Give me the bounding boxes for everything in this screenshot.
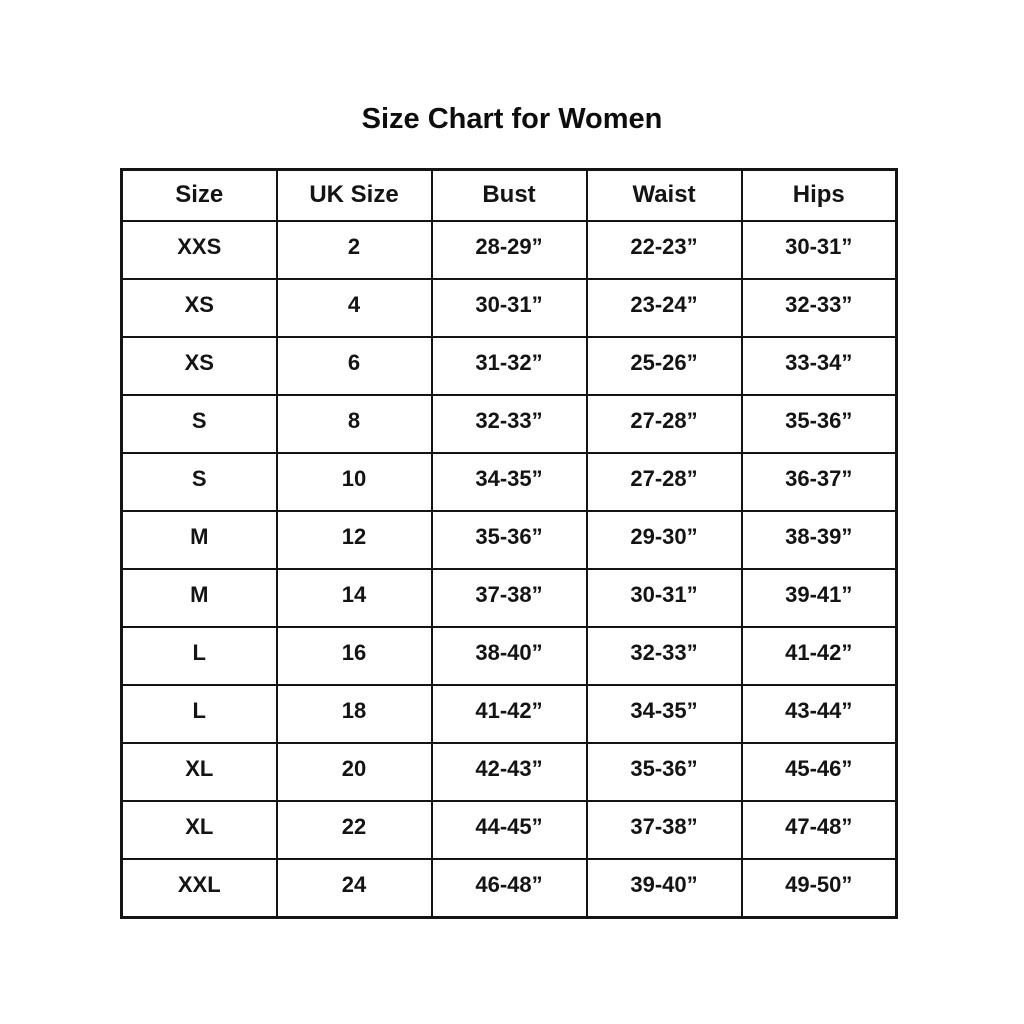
table-cell: 35-36”	[740, 394, 898, 454]
table-cell: XXL	[120, 858, 278, 919]
header-row: Size UK Size Bust Waist Hips	[120, 168, 898, 222]
table-cell: L	[120, 626, 278, 686]
table-cell: XS	[120, 278, 278, 338]
table-cell: 32-33”	[430, 394, 588, 454]
table-cell: 34-35”	[430, 452, 588, 512]
table-cell: 38-40”	[430, 626, 588, 686]
table-cell: 8	[275, 394, 433, 454]
table-cell: 37-38”	[430, 568, 588, 628]
table-cell: 30-31”	[430, 278, 588, 338]
table-row: XS 4 30-31” 23-24” 32-33”	[120, 278, 898, 338]
table-cell: 22-23”	[585, 220, 743, 280]
column-header: UK Size	[275, 168, 433, 222]
table-cell: 27-28”	[585, 394, 743, 454]
table-cell: 30-31”	[740, 220, 898, 280]
table-cell: 6	[275, 336, 433, 396]
table-cell: M	[120, 568, 278, 628]
table-row: L 16 38-40” 32-33” 41-42”	[120, 626, 898, 686]
table-cell: XXS	[120, 220, 278, 280]
table-cell: 39-40”	[585, 858, 743, 919]
column-header: Size	[120, 168, 278, 222]
table-cell: 14	[275, 568, 433, 628]
table-cell: 38-39”	[740, 510, 898, 570]
table-cell: 10	[275, 452, 433, 512]
table-cell: XS	[120, 336, 278, 396]
table-row: XL 22 44-45” 37-38” 47-48”	[120, 800, 898, 860]
table-row: M 14 37-38” 30-31” 39-41”	[120, 568, 898, 628]
table-cell: 12	[275, 510, 433, 570]
table-cell: 33-34”	[740, 336, 898, 396]
table-cell: L	[120, 684, 278, 744]
table-row: S 8 32-33” 27-28” 35-36”	[120, 394, 898, 454]
column-header: Hips	[740, 168, 898, 222]
size-chart-table: Size UK Size Bust Waist Hips XXS 2 28-29” 22-23…	[120, 168, 898, 919]
table-cell: 32-33”	[585, 626, 743, 686]
table-cell: XL	[120, 742, 278, 802]
table-cell: S	[120, 394, 278, 454]
table-cell: 45-46”	[740, 742, 898, 802]
table-cell: 44-45”	[430, 800, 588, 860]
table-row: XXL 24 46-48” 39-40” 49-50”	[120, 858, 898, 919]
table-row: XXS 2 28-29” 22-23” 30-31”	[120, 220, 898, 280]
table-cell: 34-35”	[585, 684, 743, 744]
table-cell: 36-37”	[740, 452, 898, 512]
table-row: M 12 35-36” 29-30” 38-39”	[120, 510, 898, 570]
table-cell: 47-48”	[740, 800, 898, 860]
table-cell: 42-43”	[430, 742, 588, 802]
table-cell: 31-32”	[430, 336, 588, 396]
column-header: Bust	[430, 168, 588, 222]
table-cell: 49-50”	[740, 858, 898, 919]
table-cell: 18	[275, 684, 433, 744]
table-cell: XL	[120, 800, 278, 860]
table-cell: 35-36”	[430, 510, 588, 570]
table-cell: 27-28”	[585, 452, 743, 512]
table-cell: M	[120, 510, 278, 570]
table-cell: 29-30”	[585, 510, 743, 570]
table-cell: 46-48”	[430, 858, 588, 919]
table-row: L 18 41-42” 34-35” 43-44”	[120, 684, 898, 744]
page-title: Size Chart for Women	[361, 103, 663, 135]
table-header: Size UK Size Bust Waist Hips	[120, 168, 898, 222]
table-cell: 43-44”	[740, 684, 898, 744]
table-row: S 10 34-35” 27-28” 36-37”	[120, 452, 898, 512]
table-cell: S	[120, 452, 278, 512]
table-cell: 39-41”	[740, 568, 898, 628]
table-cell: 41-42”	[430, 684, 588, 744]
table-row: XS 6 31-32” 25-26” 33-34”	[120, 336, 898, 396]
table-cell: 32-33”	[740, 278, 898, 338]
table-body: XXS 2 28-29” 22-23” 30-31” XS 4 30-31” 23-24” 32-…	[120, 220, 898, 919]
table-row: XL 20 42-43” 35-36” 45-46”	[120, 742, 898, 802]
table-cell: 24	[275, 858, 433, 919]
table-cell: 35-36”	[585, 742, 743, 802]
column-header: Waist	[585, 168, 743, 222]
table-cell: 30-31”	[585, 568, 743, 628]
table-cell: 2	[275, 220, 433, 280]
table-cell: 25-26”	[585, 336, 743, 396]
table-cell: 22	[275, 800, 433, 860]
table-cell: 37-38”	[585, 800, 743, 860]
table-cell: 16	[275, 626, 433, 686]
table-cell: 20	[275, 742, 433, 802]
table-cell: 4	[275, 278, 433, 338]
table-cell: 41-42”	[740, 626, 898, 686]
table-cell: 23-24”	[585, 278, 743, 338]
table-cell: 28-29”	[430, 220, 588, 280]
